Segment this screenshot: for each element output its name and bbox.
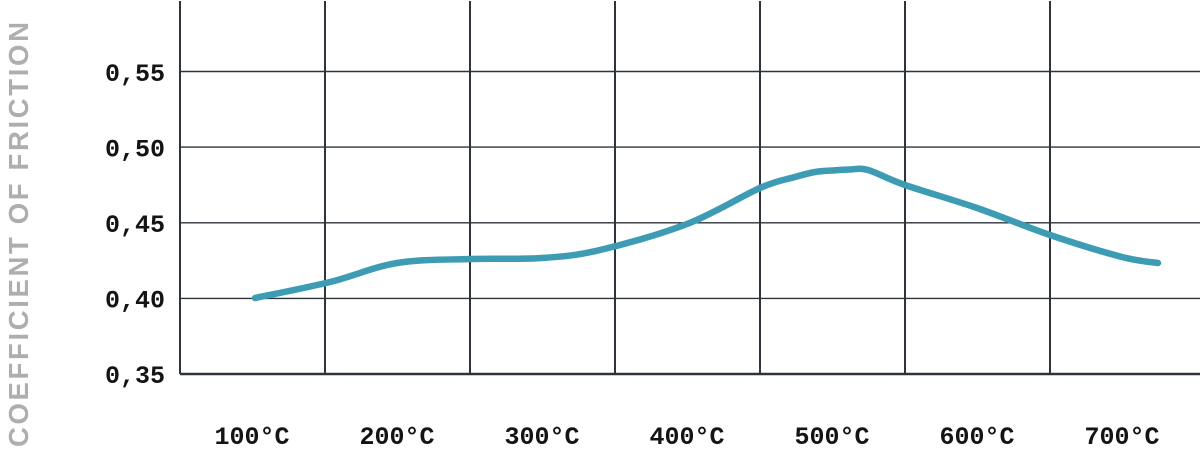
svg-text:600°C: 600°C <box>939 423 1014 452</box>
svg-text:700°C: 700°C <box>1084 423 1159 452</box>
svg-text:COEFFICIENT OF FRICTION: COEFFICIENT OF FRICTION <box>3 19 34 447</box>
svg-text:500°C: 500°C <box>794 423 869 452</box>
svg-text:300°C: 300°C <box>504 423 579 452</box>
svg-text:0,50: 0,50 <box>105 136 165 165</box>
svg-text:0,55: 0,55 <box>105 60 165 89</box>
svg-text:0,35: 0,35 <box>105 362 165 391</box>
svg-text:0,45: 0,45 <box>105 211 165 240</box>
svg-text:100°C: 100°C <box>214 423 289 452</box>
svg-text:200°C: 200°C <box>359 423 434 452</box>
svg-text:0,40: 0,40 <box>105 287 165 316</box>
svg-text:400°C: 400°C <box>649 423 724 452</box>
